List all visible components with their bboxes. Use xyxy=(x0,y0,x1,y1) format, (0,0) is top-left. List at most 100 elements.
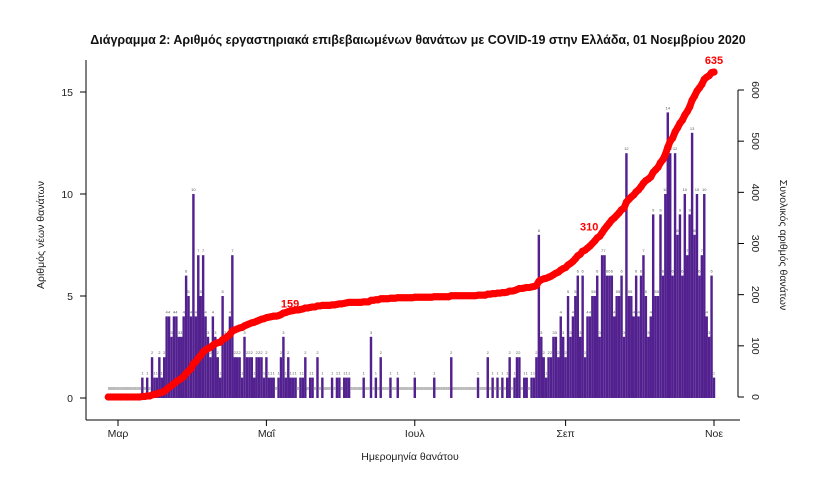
zero-marker xyxy=(527,387,531,390)
bar-value-label: 4 xyxy=(212,309,215,314)
bar-value-label: 2 xyxy=(151,350,154,355)
bar-value-label: 2 xyxy=(509,350,512,355)
zero-marker xyxy=(464,387,468,390)
bar-value-label: 1 xyxy=(290,371,293,376)
y-right-tick-label: 300 xyxy=(749,235,761,253)
bar xyxy=(688,214,691,398)
bar xyxy=(175,316,178,398)
bar-value-label: 4 xyxy=(613,309,616,314)
bar-value-label: 4 xyxy=(175,309,178,314)
bar-value-label: 9 xyxy=(652,207,655,212)
bar-value-label: 1 xyxy=(292,371,295,376)
bar-value-label: 4 xyxy=(173,309,176,314)
bar xyxy=(214,336,217,398)
zero-marker xyxy=(391,387,395,390)
bar-value-label: 1 xyxy=(397,371,400,376)
bar-value-label: 3 xyxy=(370,330,373,335)
bar xyxy=(656,296,660,398)
bar-value-label: 3 xyxy=(555,330,558,335)
bar-value-label: 1 xyxy=(299,371,302,376)
bar-value-label: 6 xyxy=(710,269,713,274)
bar-value-label: 7 xyxy=(601,248,604,253)
zero-marker xyxy=(510,387,514,390)
zero-marker xyxy=(131,387,134,390)
bar-value-label: 1 xyxy=(263,371,266,376)
zero-marker xyxy=(318,387,322,390)
bar-value-label: 1 xyxy=(346,371,349,376)
zero-marker xyxy=(498,387,502,390)
bar-value-label: 1 xyxy=(375,371,378,376)
bar-value-label: 3 xyxy=(282,330,285,335)
bar-value-label: 8 xyxy=(676,228,679,233)
zero-marker xyxy=(484,387,487,390)
bar xyxy=(150,357,154,398)
bar xyxy=(593,296,597,398)
bar-value-label: 3 xyxy=(540,330,543,335)
bar xyxy=(308,377,312,398)
bar xyxy=(651,214,655,398)
zero-marker xyxy=(428,387,431,390)
bar-value-label: 1 xyxy=(513,371,516,376)
bar-value-label: 1 xyxy=(414,371,417,376)
zero-marker xyxy=(420,387,424,390)
bar xyxy=(588,316,592,398)
bar xyxy=(613,316,616,398)
bar-value-label: 2 xyxy=(246,350,249,355)
zero-marker xyxy=(377,387,380,390)
bar xyxy=(330,377,334,398)
bar xyxy=(226,336,229,398)
bar xyxy=(321,377,324,398)
bar-value-label: 3 xyxy=(579,330,582,335)
bar xyxy=(476,377,480,398)
bar-value-label: 6 xyxy=(640,269,643,274)
annotation-label: 310 xyxy=(580,221,598,233)
bar xyxy=(233,357,236,398)
bar-value-label: 1 xyxy=(477,371,480,376)
zero-marker xyxy=(136,387,139,390)
bar xyxy=(625,153,628,398)
y-right-tick-label: 100 xyxy=(749,337,761,355)
bar xyxy=(343,377,346,398)
y-axis-label: Αριθμός νέων θανάτων xyxy=(35,181,47,289)
bar-value-label: 2 xyxy=(304,350,307,355)
zero-marker xyxy=(121,387,125,390)
bar-value-label: 2 xyxy=(535,350,538,355)
bar xyxy=(211,316,215,398)
bar-value-label: 1 xyxy=(309,371,312,376)
bar xyxy=(270,377,273,398)
bar xyxy=(603,255,606,398)
bar-value-label: 2 xyxy=(584,350,587,355)
bar-value-label: 5 xyxy=(567,289,570,294)
bar-value-label: 2 xyxy=(316,350,319,355)
bar xyxy=(676,234,679,398)
bar xyxy=(180,336,183,398)
zero-marker xyxy=(148,387,151,390)
zero-marker xyxy=(481,387,485,390)
bar xyxy=(639,275,643,398)
bar-value-label: 8 xyxy=(693,228,696,233)
bar xyxy=(177,336,181,398)
bar-value-label: 4 xyxy=(229,309,232,314)
bar xyxy=(506,377,509,398)
bar-value-label: 2 xyxy=(256,350,259,355)
bar xyxy=(695,194,699,398)
bar-value-label: 1 xyxy=(219,371,222,376)
bar xyxy=(184,275,188,398)
zero-marker xyxy=(408,387,412,390)
annotation-label: 635 xyxy=(705,55,723,67)
bar-value-label: 12 xyxy=(673,146,678,151)
bar-value-label: 2 xyxy=(564,350,567,355)
zero-marker xyxy=(418,387,421,390)
bar xyxy=(622,336,626,398)
bar xyxy=(189,316,193,398)
bar xyxy=(654,296,657,398)
bar xyxy=(574,296,577,398)
bar-value-label: 7 xyxy=(642,248,645,253)
bar xyxy=(581,275,584,398)
y-right-tick-label: 600 xyxy=(749,81,761,99)
bar-value-label: 4 xyxy=(572,309,575,314)
bar-value-label: 3 xyxy=(170,330,173,335)
bar xyxy=(627,296,631,398)
zero-marker xyxy=(274,387,278,390)
